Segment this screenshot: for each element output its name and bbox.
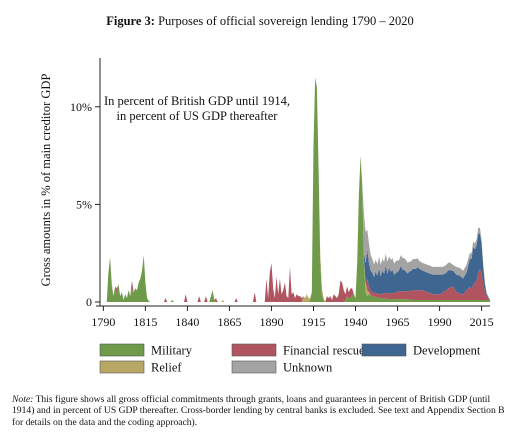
y-tick-label: 0 xyxy=(86,295,92,309)
x-tick-label: 1865 xyxy=(217,315,241,329)
annotation-line: In percent of British GDP until 1914, xyxy=(104,94,290,108)
x-tick-label: 1790 xyxy=(91,315,115,329)
figure-title: Figure 3: Purposes of official sovereign… xyxy=(0,14,520,29)
x-tick-label: 2015 xyxy=(470,315,494,329)
legend-label-relief: Relief xyxy=(151,361,182,375)
area-layers xyxy=(100,77,490,303)
x-tick-label: 1990 xyxy=(428,315,452,329)
axes: 1790 1815 1840 1865 1890 1915 1940 1965 1990 2015… xyxy=(39,58,494,329)
legend-label-unknown: Unknown xyxy=(283,361,333,375)
legend-swatch-development xyxy=(361,343,407,357)
note-text: This figure shows all gross official com… xyxy=(12,394,505,428)
legend-swatch-military xyxy=(99,343,145,357)
x-tick-label: 1890 xyxy=(259,315,283,329)
legend: Military Financial rescue Development Relie… xyxy=(99,343,481,375)
y-axis-title: Gross amounts in % of main creditor GDP xyxy=(39,74,53,287)
figure-title-text: Purposes of official sovereign lending 1… xyxy=(158,14,414,28)
legend-swatch-relief xyxy=(99,360,145,374)
area-development xyxy=(100,77,490,303)
legend-swatch-unknown xyxy=(231,360,277,374)
annotation-line: in percent of US GDP thereafter xyxy=(117,109,279,123)
x-tick-label: 1915 xyxy=(301,315,325,329)
x-tick-label: 1940 xyxy=(344,315,368,329)
figure-note: Note: This figure shows all gross offici… xyxy=(12,394,514,428)
legend-swatch-financial-rescue xyxy=(231,343,277,357)
y-tick-label: 10% xyxy=(70,100,92,114)
legend-label-military: Military xyxy=(151,344,193,358)
legend-label-financial-rescue: Financial rescue xyxy=(283,344,365,358)
note-label: Note: xyxy=(12,394,34,405)
y-tick-label: 5% xyxy=(76,197,92,211)
legend-label-development: Development xyxy=(413,344,481,358)
x-tick-label: 1815 xyxy=(133,315,157,329)
x-tick-label: 1840 xyxy=(175,315,199,329)
annotation: In percent of British GDP until 1914,in … xyxy=(104,94,290,123)
figure-label: Figure 3: xyxy=(106,14,155,28)
x-tick-label: 1965 xyxy=(386,315,410,329)
